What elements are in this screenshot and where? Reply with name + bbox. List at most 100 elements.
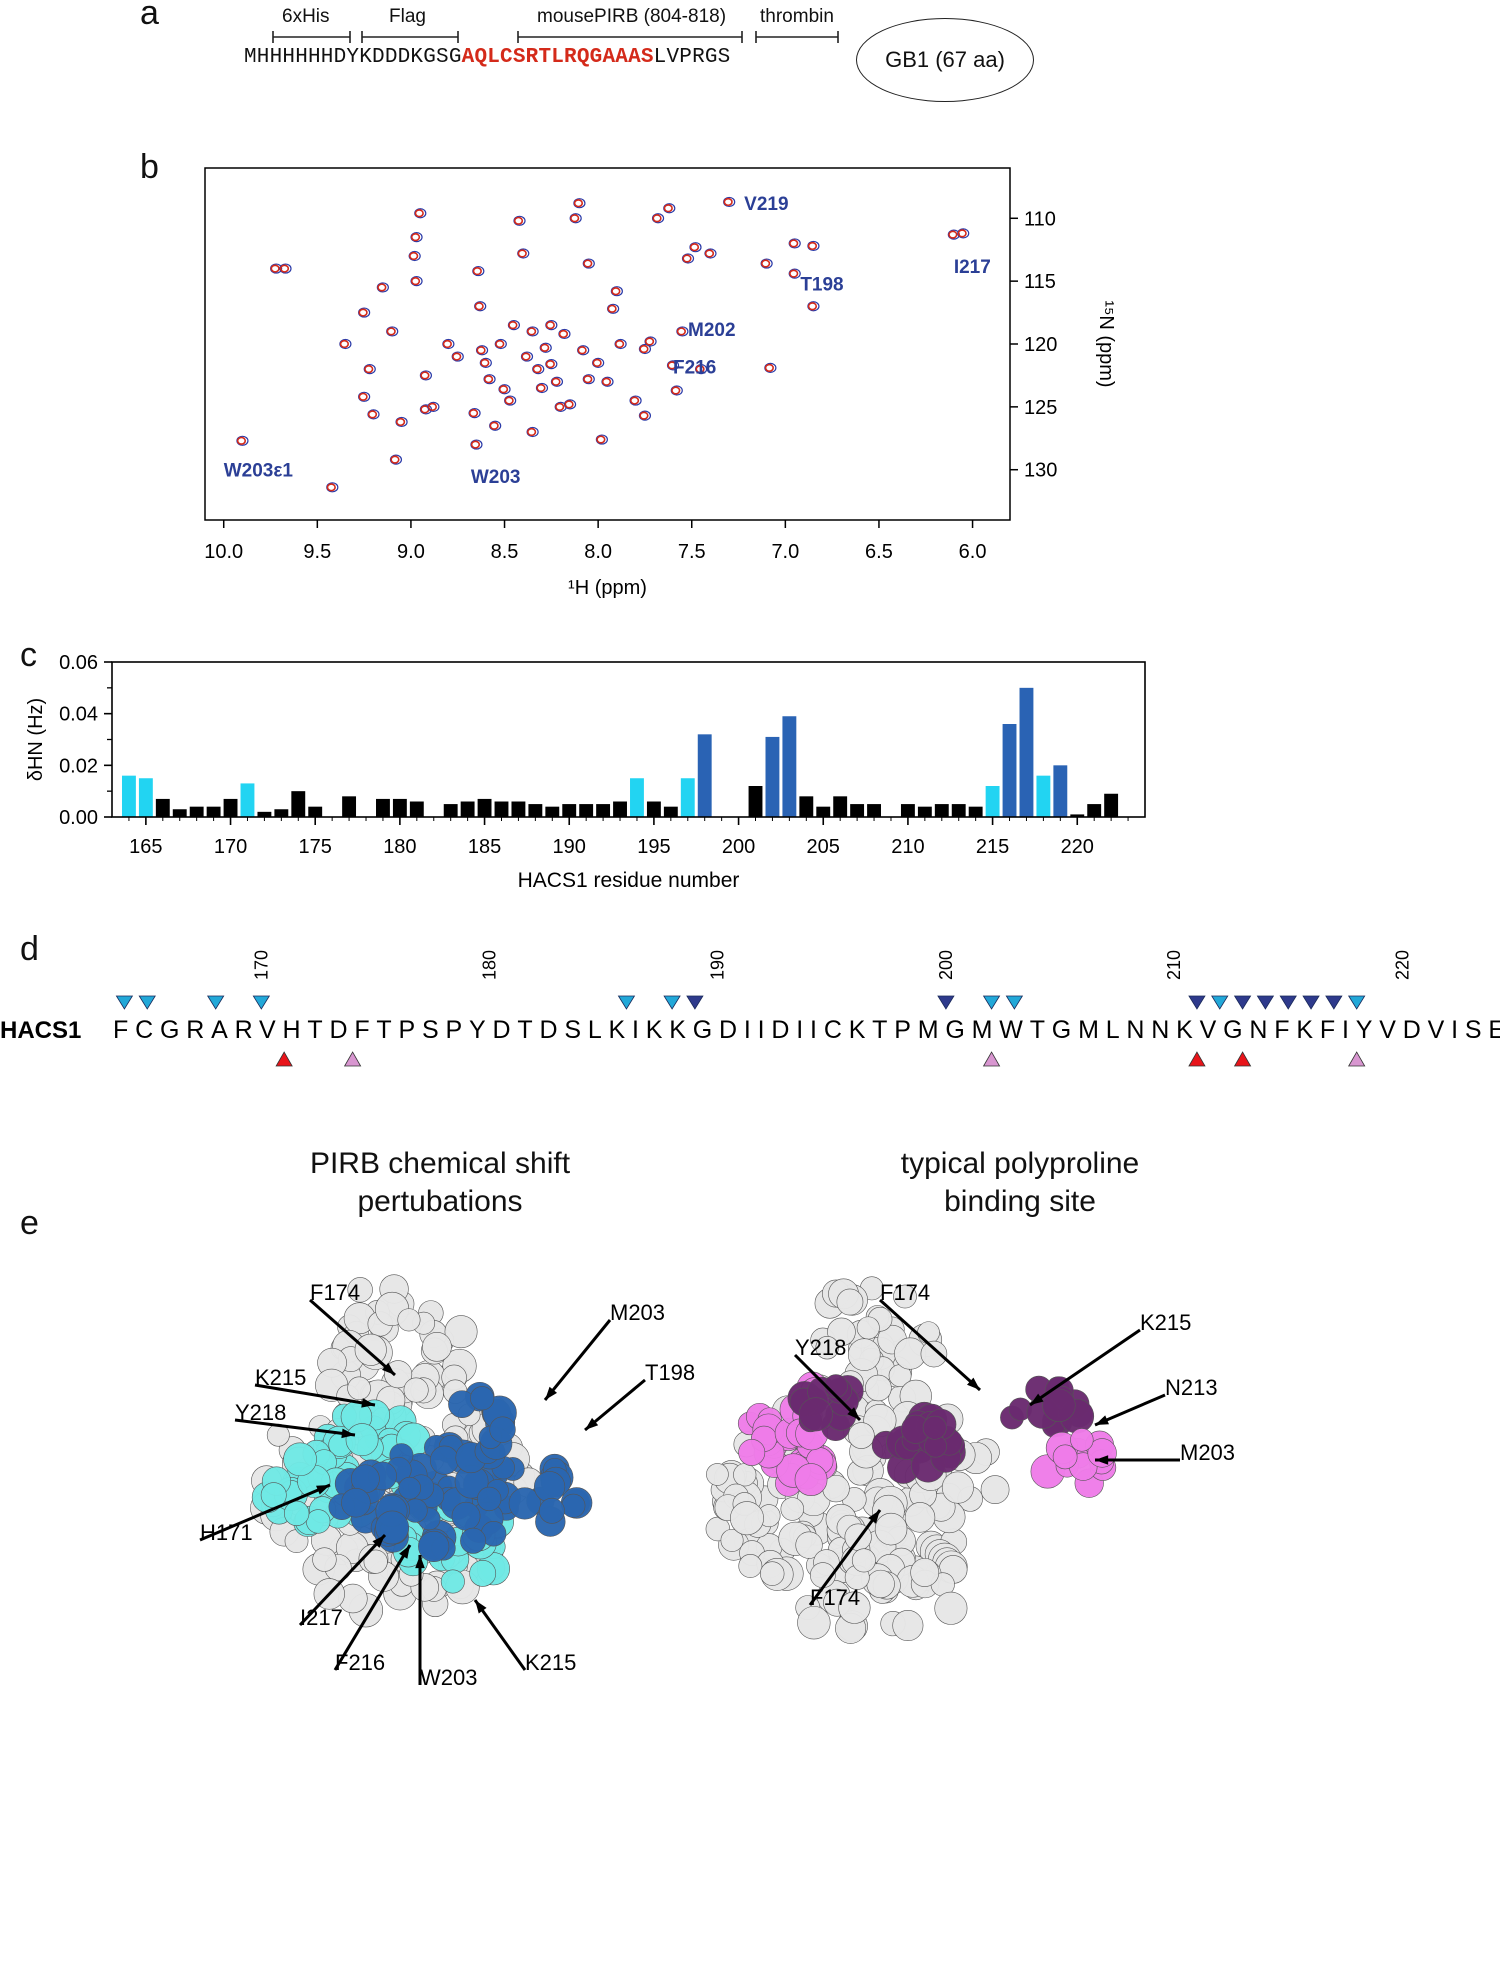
peak-bound bbox=[358, 392, 368, 401]
bar-residue-214 bbox=[968, 806, 983, 817]
triangle-down-cyan bbox=[138, 995, 156, 1010]
leader-arrowhead bbox=[847, 1407, 860, 1420]
x-tick-label: 170 bbox=[214, 836, 247, 858]
triangle-up-pink bbox=[1348, 1051, 1366, 1067]
peak-bound bbox=[326, 483, 336, 492]
peak-bound bbox=[629, 396, 640, 405]
bar-residue-204 bbox=[799, 796, 814, 817]
bar-residue-205 bbox=[816, 806, 831, 817]
atom-white bbox=[865, 1374, 892, 1402]
seq-prefix: MHHHHHHDYKDDDKGSG bbox=[244, 46, 462, 69]
atom-white bbox=[312, 1547, 337, 1572]
bar-residue-168 bbox=[189, 806, 204, 817]
leader-line bbox=[878, 1298, 982, 1392]
atom-magenta bbox=[738, 1439, 766, 1466]
bar-residue-203 bbox=[782, 716, 797, 817]
peak-bound bbox=[723, 197, 733, 207]
peak-bound bbox=[667, 361, 677, 370]
residue-number: 210 bbox=[1164, 950, 1184, 980]
peak-bound bbox=[577, 346, 587, 355]
peak-bound bbox=[789, 269, 799, 278]
bar-residue-165 bbox=[138, 778, 153, 817]
atom-white bbox=[815, 1336, 839, 1360]
bar-residue-221 bbox=[1087, 804, 1102, 817]
peak-bound bbox=[639, 344, 649, 354]
residue-label: I217 bbox=[300, 1605, 343, 1630]
bar-residue-194 bbox=[630, 778, 644, 817]
peak-bound bbox=[527, 327, 537, 336]
bar-residue-215 bbox=[985, 786, 1000, 817]
peak-annotation: V219 bbox=[744, 194, 788, 215]
peak-bound bbox=[270, 264, 280, 273]
peak-annotation: M202 bbox=[688, 320, 736, 341]
peak-bound bbox=[807, 302, 818, 311]
triangle-down-cyan bbox=[1211, 995, 1229, 1010]
leader-arrowhead bbox=[316, 1485, 330, 1495]
atom-blue bbox=[538, 1497, 565, 1524]
bar-residue-189 bbox=[545, 806, 560, 817]
panel-b-label: b bbox=[140, 148, 159, 186]
peak-bound bbox=[498, 385, 509, 394]
triangle-down-cyan bbox=[1347, 995, 1366, 1010]
bar-residue-198 bbox=[697, 734, 712, 817]
gb1-label: GB1 (67 aa) bbox=[885, 47, 1005, 72]
bar-residue-193 bbox=[613, 801, 627, 817]
bar-residue-166 bbox=[155, 798, 170, 817]
x-tick-label: 165 bbox=[129, 836, 162, 858]
residue-label: F216 bbox=[335, 1650, 385, 1675]
peak-bound bbox=[489, 421, 499, 430]
leader-arrowhead bbox=[399, 1545, 410, 1559]
atom-purple bbox=[922, 1415, 947, 1440]
peak-bound bbox=[573, 199, 584, 208]
peak-bound bbox=[676, 327, 686, 336]
peak-annotation: W203ε1 bbox=[224, 461, 294, 482]
peak-bound bbox=[474, 302, 484, 311]
atom-white bbox=[422, 1332, 452, 1362]
peak-bound bbox=[495, 339, 505, 349]
triangle-down-cyan bbox=[206, 995, 225, 1010]
sequence-panel: HACS1 FCGRARVHTDFTPSPYDTDSLKIKKGDIIDIICKT… bbox=[0, 950, 1500, 1067]
bar-residue-196 bbox=[663, 806, 678, 817]
bar-residue-173 bbox=[274, 809, 289, 817]
triangle-down-navy bbox=[686, 995, 704, 1010]
peak-bound bbox=[504, 396, 514, 405]
peak-bound bbox=[671, 386, 681, 395]
atom-cyan bbox=[283, 1442, 317, 1477]
nmr-spectrum: 10.0 9.5 9.0 8.5 8.0 7.5 7.0 6.5 6.0 110 115 120 125… bbox=[204, 167, 1117, 599]
peak-bound bbox=[395, 417, 406, 427]
x-tick-label: 185 bbox=[468, 836, 501, 858]
peak-bound bbox=[601, 377, 612, 386]
x-tick-label: 7.5 bbox=[678, 541, 706, 563]
peak-bound bbox=[517, 249, 527, 258]
atom-blue bbox=[533, 1471, 566, 1503]
atom-blue bbox=[489, 1416, 516, 1443]
residue-number: 190 bbox=[708, 950, 728, 980]
residue-number: 200 bbox=[936, 950, 956, 980]
leader-arrowhead bbox=[372, 1535, 385, 1548]
triangle-down-navy bbox=[1279, 995, 1297, 1010]
bar-residue-208 bbox=[867, 804, 881, 817]
bar-residue-172 bbox=[257, 811, 272, 817]
triangle-down-navy bbox=[1256, 995, 1275, 1010]
triangle-up-red bbox=[1233, 1051, 1252, 1067]
atom-white bbox=[917, 1321, 940, 1344]
peak-bound bbox=[279, 264, 290, 273]
triangle-up-pink bbox=[982, 1051, 1001, 1067]
y-axis-label: δHN (Hz) bbox=[25, 698, 47, 781]
atom-cyan bbox=[284, 1500, 310, 1527]
atom-white bbox=[444, 1315, 478, 1349]
peak-bound bbox=[452, 352, 462, 361]
peak-bound bbox=[358, 308, 368, 317]
atom-white bbox=[733, 1463, 757, 1487]
atom-blue bbox=[477, 1486, 502, 1512]
atom-purple bbox=[798, 1397, 833, 1432]
panel-c-label: c bbox=[20, 636, 37, 674]
y-tick-label: 115 bbox=[1024, 271, 1056, 293]
peak-bound bbox=[663, 204, 673, 213]
peak-bound bbox=[558, 329, 569, 339]
nmr-frame bbox=[204, 167, 1011, 521]
peak-bound bbox=[480, 358, 490, 367]
peak-bound bbox=[555, 402, 565, 411]
leader-line bbox=[543, 1319, 612, 1401]
right-title-line1: typical polyproline bbox=[900, 1147, 1140, 1180]
